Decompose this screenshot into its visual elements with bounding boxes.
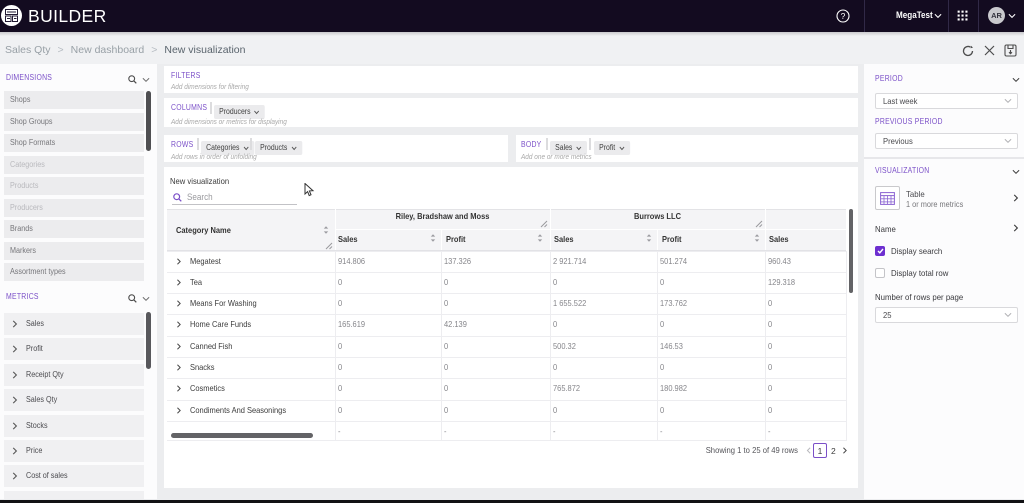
svg-text:?: ?: [841, 11, 846, 21]
